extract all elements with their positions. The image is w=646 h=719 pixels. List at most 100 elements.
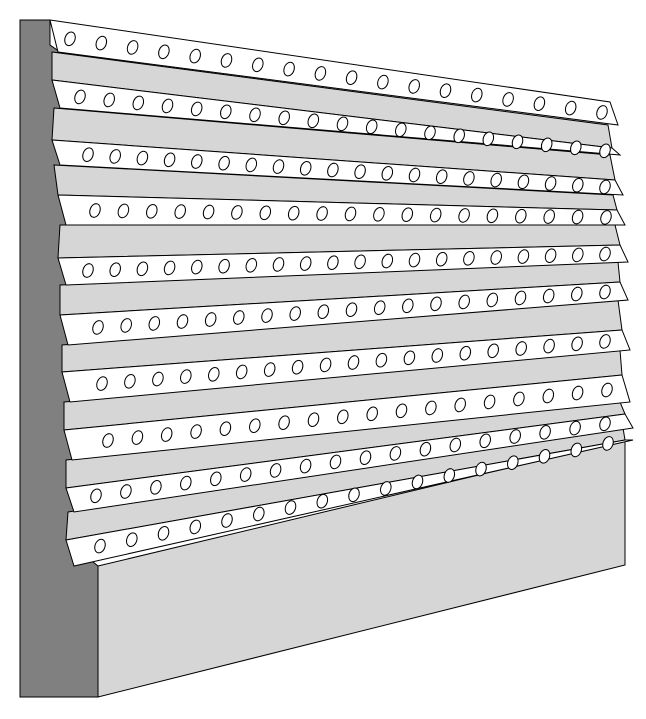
perforation-hole xyxy=(117,203,130,219)
perforation-hole xyxy=(375,352,388,368)
perforation-hole xyxy=(463,171,475,186)
perforation-hole xyxy=(539,425,551,440)
perforation-hole xyxy=(569,420,581,436)
perforation-hole xyxy=(96,376,108,391)
perforation-hole xyxy=(571,209,584,225)
perforation-hole xyxy=(221,513,233,528)
perforation-hole xyxy=(208,367,220,382)
perforation-hole xyxy=(344,206,357,222)
perforation-hole xyxy=(235,364,248,380)
perforation-hole xyxy=(161,98,174,114)
perforation-hole xyxy=(327,162,339,178)
perforation-hole xyxy=(509,429,521,444)
perforation-hole xyxy=(146,204,158,219)
perforation-hole xyxy=(401,207,414,222)
perforation-hole xyxy=(454,397,466,413)
perforation-hole xyxy=(261,308,273,323)
perforation-hole xyxy=(490,250,502,265)
perforation-hole xyxy=(486,292,499,308)
perforation-hole xyxy=(202,204,215,220)
perforation-hole xyxy=(354,164,366,179)
perforation-hole xyxy=(259,205,272,221)
louver-strip-9 xyxy=(65,413,634,513)
perforation-hole xyxy=(599,246,611,262)
perforation-hole xyxy=(124,374,136,389)
louver-strip-10 xyxy=(65,439,634,567)
perforation-hole xyxy=(490,172,502,188)
perforation-hole xyxy=(291,359,304,375)
perforation-hole xyxy=(82,263,94,278)
perforation-hole xyxy=(572,247,584,263)
perforation-hole xyxy=(158,44,170,60)
perforation-hole xyxy=(459,345,472,361)
perforation-hole xyxy=(517,249,530,264)
perforation-hole xyxy=(599,179,611,195)
perforation-hole xyxy=(220,104,232,120)
perforation-hole xyxy=(289,306,301,321)
perforation-hole xyxy=(601,382,613,398)
perforation-hole xyxy=(337,409,349,425)
perforation-hole xyxy=(543,338,555,354)
perforation-hole xyxy=(189,519,202,535)
perforation-hole xyxy=(126,532,138,547)
perforation-hole xyxy=(191,154,203,169)
louver-strips xyxy=(49,19,634,567)
perforation-hole xyxy=(89,203,101,218)
perforation-hole xyxy=(487,343,499,359)
louver-strip-5 xyxy=(57,244,629,286)
perforation-hole xyxy=(395,403,408,419)
louver-strip-6 xyxy=(59,281,629,346)
perforation-hole xyxy=(431,348,444,363)
perforation-hole xyxy=(210,471,222,487)
perforation-hole xyxy=(515,341,527,356)
perforation-hole xyxy=(136,261,149,277)
perforation-hole xyxy=(380,481,392,496)
perforation-hole xyxy=(515,208,527,224)
perforation-hole xyxy=(411,474,424,490)
perforation-hole xyxy=(373,300,386,315)
perforation-hole xyxy=(542,388,555,404)
perforation-hole xyxy=(408,167,421,183)
perforation-hole xyxy=(359,450,372,465)
perforation-hole xyxy=(103,92,115,108)
perforation-hole xyxy=(299,458,312,474)
perforation-hole xyxy=(542,288,555,304)
perforation-hole xyxy=(126,40,139,55)
perforation-hole xyxy=(458,294,470,310)
perforation-hole xyxy=(435,251,448,267)
perforation-hole xyxy=(329,454,342,470)
perforation-hole xyxy=(373,207,385,222)
perforation-hole xyxy=(278,415,290,430)
perforation-hole xyxy=(150,480,162,495)
perforation-hole xyxy=(507,455,519,470)
perforation-hole xyxy=(517,174,530,190)
perforation-hole xyxy=(419,441,432,457)
perforation-hole xyxy=(533,96,546,111)
perforation-hole xyxy=(571,385,584,401)
perforation-hole xyxy=(336,116,349,132)
perforation-hole xyxy=(486,208,499,224)
perforation-hole xyxy=(571,336,583,352)
perforation-hole xyxy=(354,254,366,270)
perforation-hole xyxy=(109,262,121,277)
perforation-hole xyxy=(345,70,358,85)
perforation-hole xyxy=(253,506,265,522)
perforation-hole xyxy=(272,159,285,174)
perforation-hole xyxy=(381,166,394,181)
perforation-hole xyxy=(190,101,203,117)
perforation-hole xyxy=(502,92,514,107)
perforation-hole xyxy=(263,362,276,377)
louver-strip-4 xyxy=(57,194,626,226)
perforation-hole xyxy=(245,258,258,273)
perforation-hole xyxy=(596,105,608,120)
perforation-hole xyxy=(287,205,300,221)
perforation-hole xyxy=(148,316,161,331)
perforation-hole xyxy=(571,286,583,302)
perforation-hole xyxy=(180,369,192,384)
perforation-hole xyxy=(204,312,217,327)
perforation-hole xyxy=(599,143,611,159)
perforation-hole xyxy=(564,100,577,116)
louver-strip-2 xyxy=(51,79,622,156)
perforation-hole xyxy=(327,255,339,270)
